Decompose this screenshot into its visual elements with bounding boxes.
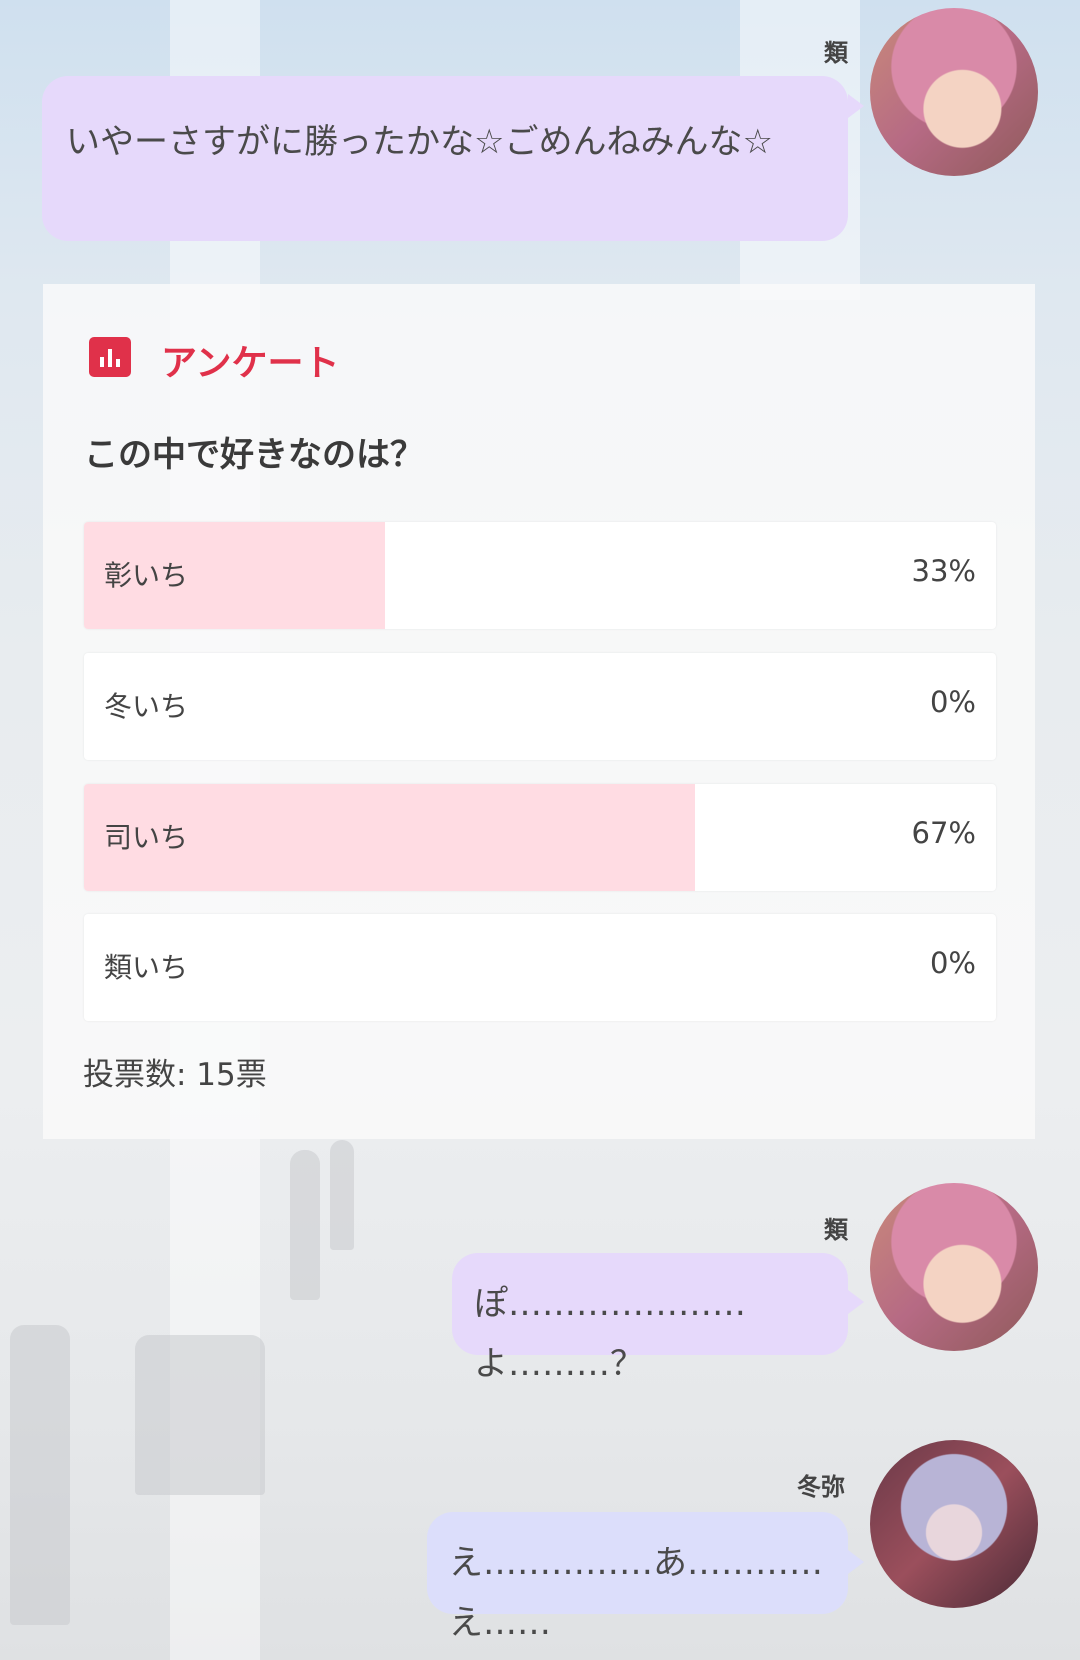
background-post [135, 1335, 265, 1495]
sender-name: 類 [824, 1216, 848, 1244]
background-post [10, 1325, 70, 1625]
background-post [290, 1150, 320, 1300]
poll-option-percent: 67% [911, 816, 976, 850]
poll-option-percent: 0% [929, 946, 976, 980]
vote-count: 投票数: 15票 [83, 1057, 267, 1093]
poll-option-label: 彰いち [104, 559, 189, 592]
message-bubble: え……………あ…………え…… [427, 1512, 848, 1643]
bar-chart-icon [89, 337, 131, 377]
message-text: え……………あ…………え…… [449, 1543, 823, 1643]
bubble-tail [848, 1550, 864, 1574]
avatar-toya[interactable] [870, 1440, 1038, 1608]
bubble-tail [848, 1290, 864, 1314]
poll-card: アンケート この中で好きなのは？ 彰いち 33% 冬いち 0% 司いち 67% … [43, 284, 1035, 1139]
poll-title: アンケート [161, 343, 340, 384]
message-bubble: いやーさすがに勝ったかな☆ごめんねみんな☆ [42, 76, 848, 241]
poll-option-bar [84, 784, 696, 891]
poll-option-label: 類いち [104, 951, 189, 984]
poll-option[interactable]: 冬いち 0% [84, 653, 996, 760]
background-post [330, 1140, 354, 1250]
poll-option-percent: 33% [911, 554, 976, 588]
avatar-rui[interactable] [870, 8, 1038, 176]
poll-option-percent: 0% [929, 685, 976, 719]
sender-name: 冬弥 [797, 1473, 845, 1501]
bubble-tail [848, 94, 864, 118]
poll-option-label: 司いち [104, 821, 189, 854]
sender-name: 類 [824, 39, 848, 67]
poll-option[interactable]: 類いち 0% [84, 914, 996, 1021]
poll-question: この中で好きなのは？ [84, 435, 424, 475]
message-bubble: ぽ…………………よ………？ [452, 1253, 848, 1384]
poll-option-bar [84, 522, 385, 629]
poll-option[interactable]: 司いち 67% [84, 784, 996, 891]
message-text: いやーさすがに勝ったかな☆ごめんねみんな☆ [66, 122, 773, 162]
avatar-rui[interactable] [870, 1183, 1038, 1351]
poll-option-label: 冬いち [104, 690, 189, 723]
poll-option[interactable]: 彰いち 33% [84, 522, 996, 629]
message-text: ぽ…………………よ………？ [474, 1284, 746, 1384]
